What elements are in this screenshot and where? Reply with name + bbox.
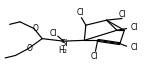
Text: Cl: Cl xyxy=(91,52,98,61)
Text: Cl: Cl xyxy=(119,10,127,19)
Text: O: O xyxy=(32,24,38,33)
Text: Si: Si xyxy=(60,39,68,48)
Text: O: O xyxy=(26,44,32,53)
Text: Cl: Cl xyxy=(131,23,138,32)
Text: Cl: Cl xyxy=(50,29,57,38)
Text: Cl: Cl xyxy=(76,8,84,17)
Text: H₂: H₂ xyxy=(58,46,67,55)
Text: Cl: Cl xyxy=(131,43,138,52)
